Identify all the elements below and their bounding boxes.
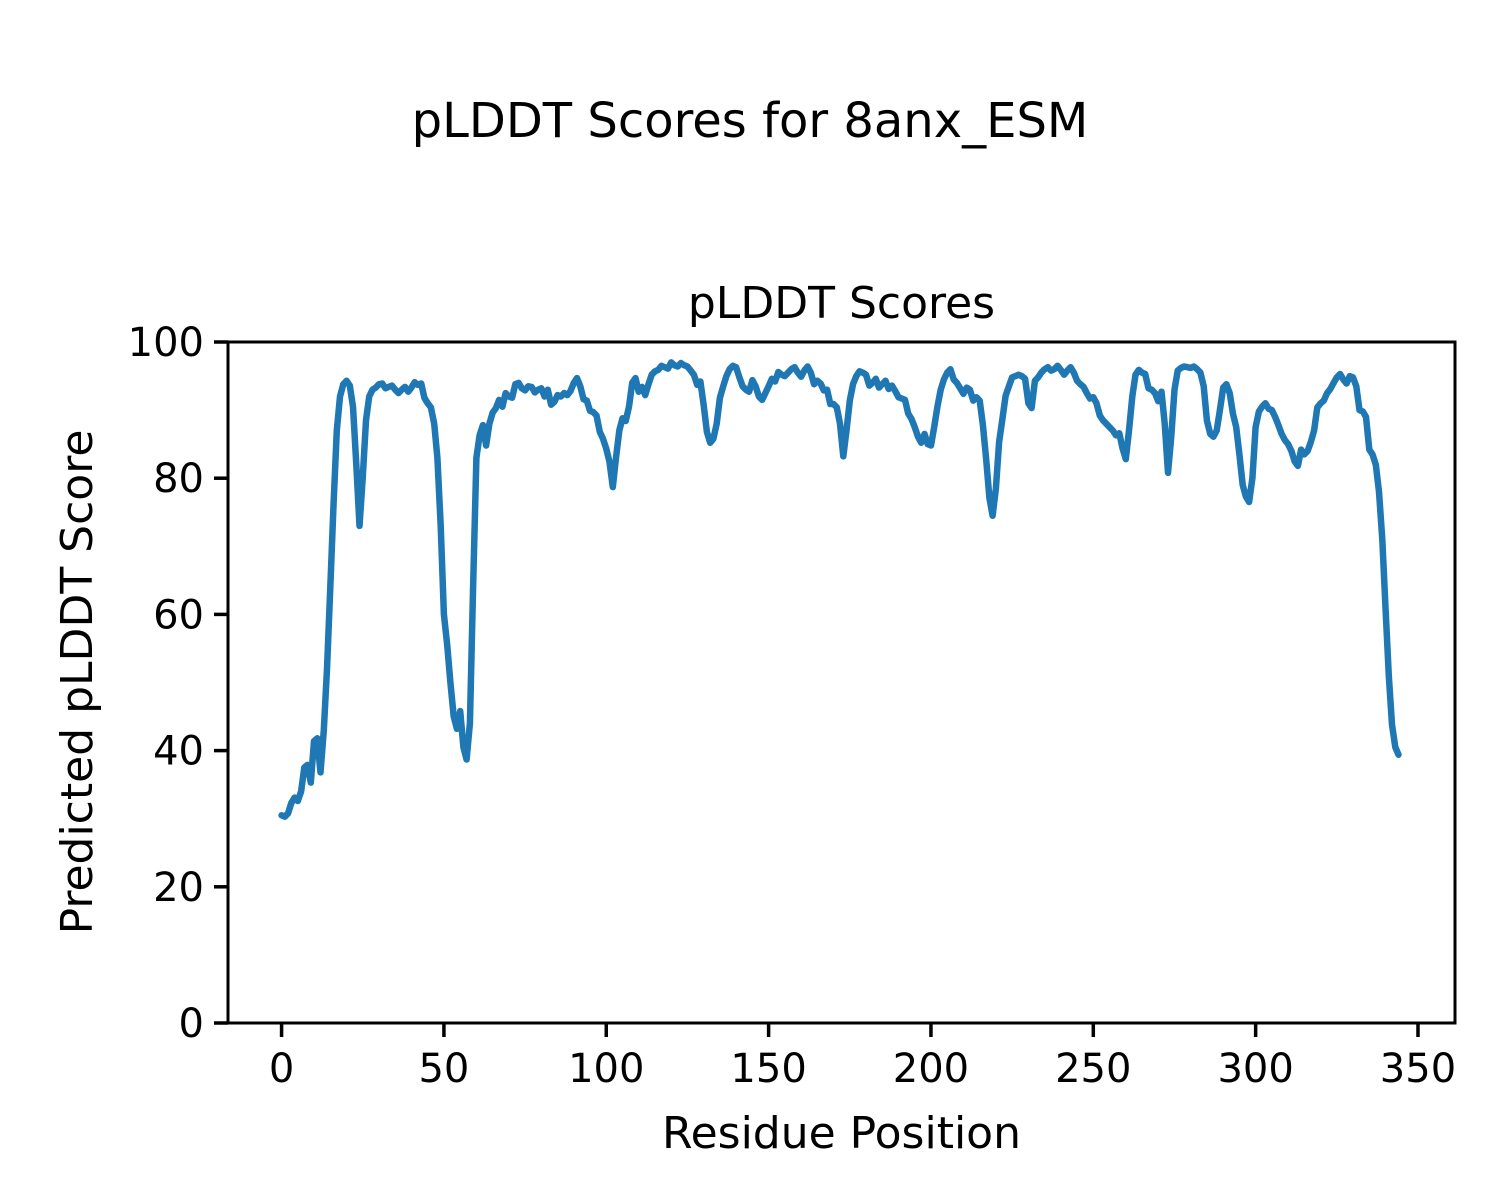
- x-tick-label: 100: [568, 1046, 644, 1092]
- y-tick-label: 0: [179, 1001, 204, 1047]
- x-tick-label: 50: [418, 1046, 469, 1092]
- y-tick-label: 80: [153, 456, 204, 502]
- x-tick-label: 200: [893, 1046, 969, 1092]
- x-axis-label: Residue Position: [661, 1108, 1021, 1159]
- x-tick-label: 250: [1055, 1046, 1131, 1092]
- axes-frame: [226, 340, 1457, 1025]
- x-tick-label: 150: [730, 1046, 806, 1092]
- y-tick-label: 20: [153, 865, 204, 911]
- y-tick-label: 40: [153, 729, 204, 775]
- y-axis-label: Predicted pLDDT Score: [52, 429, 103, 935]
- x-tick-label: 0: [269, 1046, 294, 1092]
- y-tick-label: 100: [128, 320, 204, 366]
- axes-title: pLDDT Scores: [687, 278, 996, 329]
- x-tick-label: 300: [1217, 1046, 1293, 1092]
- plddt-line: [278, 359, 1402, 820]
- figure-title: pLDDT Scores for 8anx_ESM: [411, 93, 1089, 149]
- x-tick-label: 350: [1380, 1046, 1456, 1092]
- y-tick-label: 60: [153, 592, 204, 638]
